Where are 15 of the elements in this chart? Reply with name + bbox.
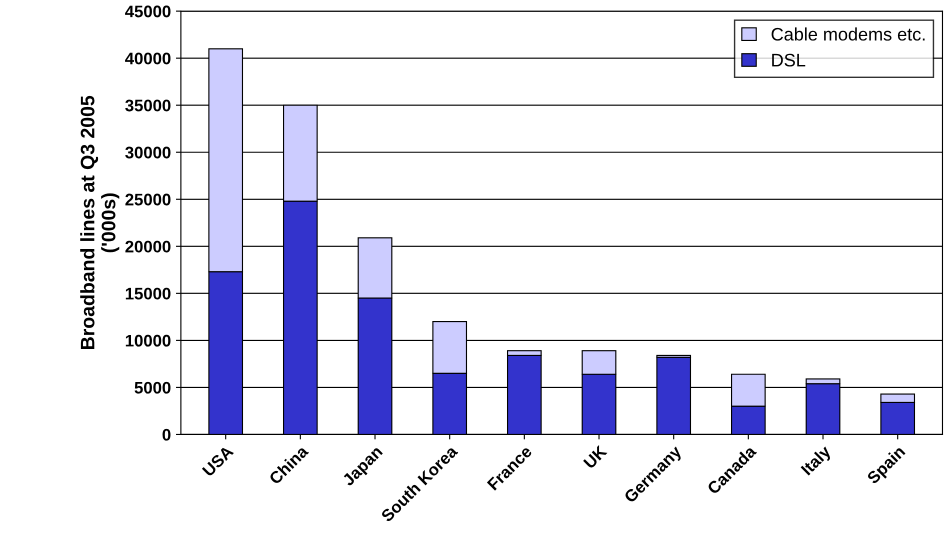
y-tick-label: 10000 xyxy=(126,334,170,347)
y-tick-label: 15000 xyxy=(126,288,170,300)
y-tick-label: 45000 xyxy=(125,6,170,18)
x-tick-label: USA xyxy=(202,444,234,478)
y-tick-label: 40000 xyxy=(125,52,170,64)
y-tick-label: 0 xyxy=(162,428,170,441)
x-tick-label: UK xyxy=(583,444,608,470)
legend-label: Cable modems etc. xyxy=(772,27,925,41)
y-tick-label: 35000 xyxy=(125,100,170,112)
y-tick-label: 30000 xyxy=(125,146,170,158)
y-tick-label: 25000 xyxy=(125,194,170,206)
y-axis-title: Broadband lines at Q3 2005 ('000s) xyxy=(80,96,120,350)
y-tick-label: 20000 xyxy=(125,240,170,253)
y-tick-label: 5000 xyxy=(134,382,170,394)
legend-label: DSL xyxy=(772,54,806,67)
